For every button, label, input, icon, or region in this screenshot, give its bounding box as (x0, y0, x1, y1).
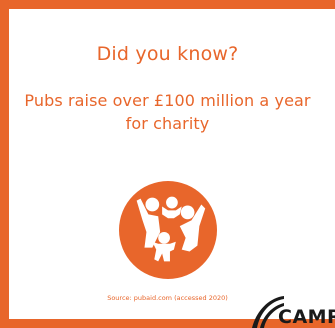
bottom-child-body (152, 241, 176, 262)
source-note: Source: pubaid.com (accessed 2020) (107, 294, 228, 302)
left-adult-head (145, 197, 160, 212)
logo-text: CAMRA (278, 306, 335, 328)
right-adult-head (180, 205, 195, 220)
top-child-body (162, 206, 182, 219)
family-group-icon (119, 181, 217, 279)
badge-circle (119, 181, 217, 279)
fact-line-1: Pubs raise over £100 million a year (24, 91, 311, 110)
fact-line-2: for charity (125, 114, 210, 133)
logo-swoosh-inner (260, 303, 284, 328)
right-adult-body (179, 204, 206, 252)
heading: Did you know? (96, 43, 239, 65)
left-adult-body (136, 198, 161, 248)
top-child-head (166, 196, 178, 209)
logo-swoosh (252, 296, 284, 328)
bottom-child-head (158, 231, 170, 244)
camra-logo: CAMRA (250, 288, 335, 328)
